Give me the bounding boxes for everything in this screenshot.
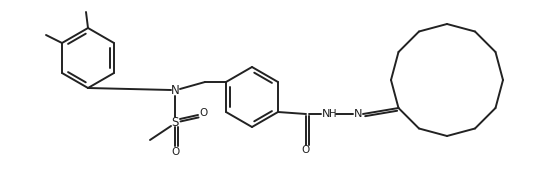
Text: S: S [171, 115, 179, 129]
Text: N: N [322, 109, 330, 119]
Text: N: N [171, 85, 179, 97]
Text: O: O [171, 147, 179, 157]
Text: O: O [199, 108, 207, 118]
Text: O: O [302, 145, 310, 155]
Text: H: H [329, 109, 337, 119]
Text: N: N [354, 109, 362, 119]
